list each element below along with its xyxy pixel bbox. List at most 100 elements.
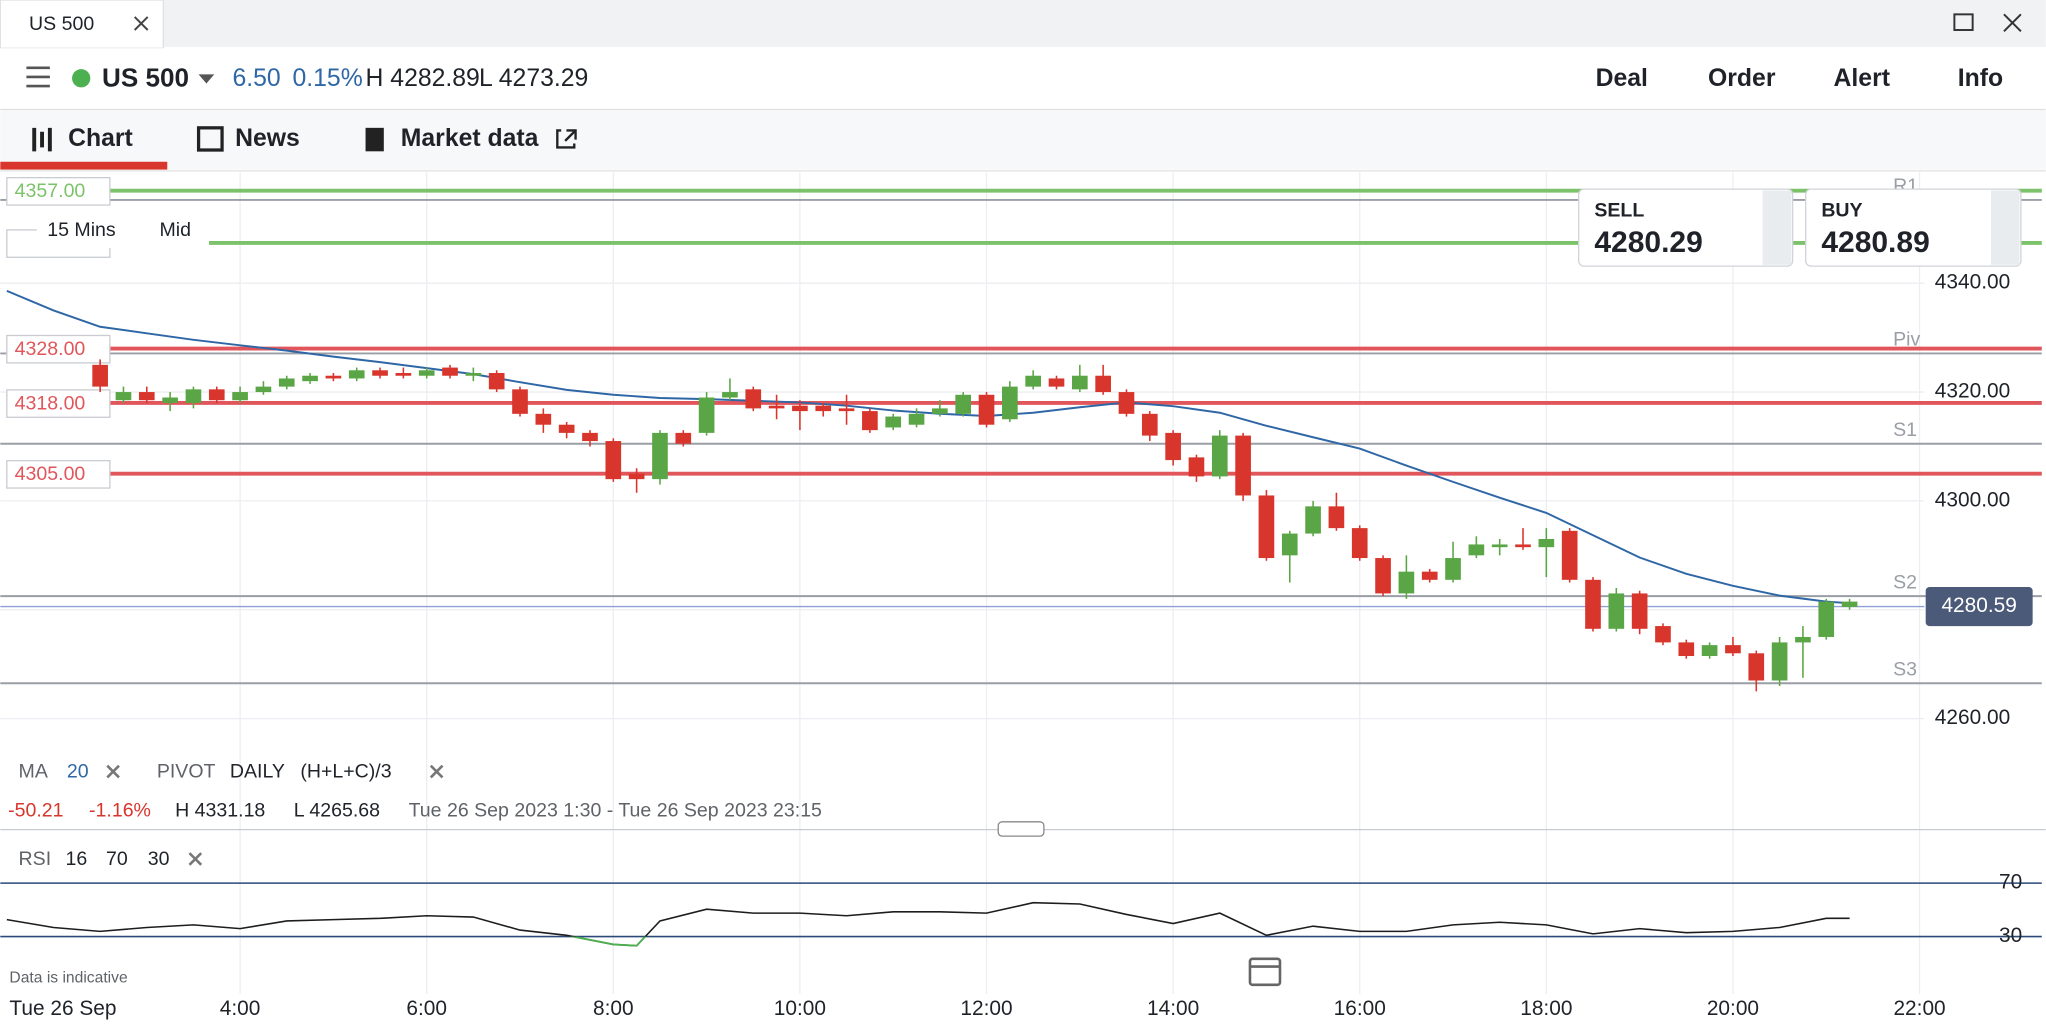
remove-rsi[interactable] — [188, 852, 203, 866]
candle-body — [1631, 593, 1648, 629]
candle-body — [1841, 601, 1858, 608]
candle-body — [1701, 645, 1718, 657]
candle-body — [978, 394, 995, 425]
candle-body — [1281, 533, 1298, 556]
market-name[interactable]: US 500 — [102, 62, 189, 92]
candle-body — [1375, 558, 1391, 594]
candle-body — [1188, 457, 1205, 477]
sell-button[interactable] — [1578, 188, 1794, 267]
candle-body — [535, 413, 552, 425]
tab-news[interactable]: News — [235, 125, 300, 152]
buy-side-bar — [1990, 190, 2020, 265]
buy-price: 4280.89 — [1821, 226, 1929, 259]
candle-body — [92, 364, 108, 387]
change-pct: 0.15% — [293, 65, 363, 92]
remove-pivot[interactable] — [429, 764, 444, 779]
market-header — [0, 48, 2046, 110]
candle-body — [792, 405, 808, 412]
external-link-icon — [556, 129, 577, 149]
candle-body — [932, 408, 948, 414]
y-tick-label: 4320.00 — [1935, 380, 2010, 403]
plot-area: 4:00 6:00 8:00 10:00 12:00 14:00 16:00 18:00 20:… — [0, 172, 2042, 1020]
candle-body — [232, 392, 248, 401]
candle-body — [628, 473, 645, 480]
buy-label: BUY — [1821, 199, 1862, 221]
level-label: 4357.00 — [15, 180, 86, 202]
candle-body — [465, 373, 482, 376]
candle-body — [815, 405, 832, 412]
level-label-box — [6, 334, 111, 364]
candle-body — [1002, 386, 1018, 420]
active-tab-indicator — [0, 161, 168, 170]
last-price-tag — [1925, 586, 2033, 627]
rsi-oversold-line — [568, 936, 647, 947]
candle-body — [1141, 413, 1158, 436]
candle-body — [1538, 539, 1555, 548]
tab-bar — [0, 110, 2046, 170]
pivot-period: DAILY — [230, 760, 285, 782]
range-change: -50.21 — [8, 800, 63, 822]
window-tab[interactable] — [0, 0, 165, 49]
rsi-label: RSI — [19, 848, 52, 870]
candle-body — [372, 370, 388, 376]
range-low: L 4265.68 — [294, 800, 380, 822]
alert-button[interactable]: Alert — [1834, 65, 1890, 92]
candle-body — [1445, 558, 1461, 580]
remove-ma[interactable] — [106, 764, 120, 779]
candle-body — [255, 386, 272, 393]
price-mode[interactable]: Mid — [159, 219, 191, 241]
chart-icon — [32, 127, 52, 152]
tab-market-data[interactable]: Market data — [401, 125, 539, 152]
interval[interactable]: 15 Mins — [47, 219, 116, 241]
maximize-icon[interactable] — [1953, 13, 1974, 31]
candle-body — [722, 392, 738, 398]
candle-body — [1048, 378, 1065, 387]
candle-body — [395, 373, 412, 376]
candle-body — [1258, 495, 1275, 559]
calendar-icon[interactable] — [1248, 957, 1282, 987]
resize-handle[interactable] — [997, 821, 1045, 837]
candle-body — [325, 375, 342, 379]
candle-body — [745, 389, 762, 409]
candle-body — [208, 389, 225, 401]
candle-body — [698, 397, 715, 433]
candle-body — [1771, 642, 1788, 681]
x-tick-label: 12:00 — [960, 997, 1012, 1020]
y-tick-label: 4300.00 — [1935, 488, 2010, 511]
level-label-box — [6, 176, 111, 206]
interval-chip[interactable] — [36, 212, 210, 248]
rsi-line — [6, 901, 1850, 947]
y-tick-label: 4260.00 — [1935, 706, 2010, 729]
buy-button[interactable] — [1805, 188, 2022, 267]
close-tab-icon[interactable] — [133, 16, 149, 31]
rsi-upper: 70 — [106, 848, 128, 870]
candle-body — [838, 408, 855, 412]
ma-label: MA — [19, 760, 48, 782]
y-tick-label: 4340.00 — [1935, 271, 2010, 294]
candle-body — [302, 375, 318, 382]
x-tick-label: 22:00 — [1893, 997, 1945, 1020]
rsi-period: 16 — [66, 848, 88, 870]
deal-button[interactable]: Deal — [1596, 65, 1648, 92]
rsi-tick-label: 70 — [1999, 871, 2022, 894]
x-tick-label: 8:00 — [593, 997, 634, 1020]
candle-body — [278, 378, 295, 387]
order-button[interactable]: Order — [1708, 65, 1776, 92]
candle-body — [1305, 506, 1321, 534]
info-button[interactable]: Info — [1958, 65, 2003, 92]
candle-body — [1095, 375, 1111, 393]
candle-body — [558, 424, 575, 433]
candle-body — [1025, 375, 1041, 387]
candle-body — [1515, 544, 1531, 548]
tab-chart[interactable]: Chart — [68, 125, 133, 152]
sell-side-bar — [1762, 190, 1792, 265]
candle-body — [1118, 392, 1135, 414]
menu-icon[interactable] — [26, 66, 50, 88]
candle-body — [908, 413, 925, 425]
candle-body — [1165, 432, 1181, 461]
range-high: H 4331.18 — [175, 800, 265, 822]
close-window-icon[interactable] — [2003, 13, 2022, 32]
dropdown-icon[interactable] — [198, 74, 215, 84]
candle-body — [652, 432, 668, 480]
candle-body — [675, 432, 692, 444]
